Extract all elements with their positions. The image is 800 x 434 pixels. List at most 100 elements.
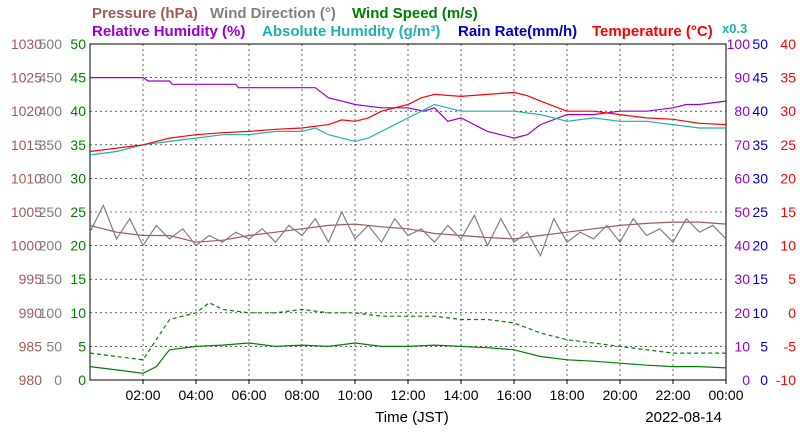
wind-speed-tick-label: 5 — [78, 338, 86, 354]
temperature-tick-label: -10 — [776, 372, 796, 388]
temperature-tick-label: 10 — [780, 238, 796, 254]
x-tick-label: 16:00 — [496, 387, 531, 403]
pressure-tick-label: 1025 — [11, 70, 42, 86]
humidity-tick-label: 0 — [742, 372, 750, 388]
wind-speed-tick-label: 35 — [70, 137, 86, 153]
x-tick-label: 12:00 — [390, 387, 425, 403]
temperature-tick-label: 20 — [780, 170, 796, 186]
pressure-tick-label: 1020 — [11, 103, 42, 119]
series-wind-direction — [89, 203, 727, 258]
pressure-tick-label: 995 — [19, 271, 43, 287]
humidity-tick-label: 60 — [734, 170, 750, 186]
series-humidity — [89, 103, 726, 156]
wind-direction-tick-label: 200 — [39, 238, 63, 254]
wind-direction-tick-label: 500 — [39, 36, 63, 52]
humidity-tick-label: 100 — [727, 36, 751, 52]
rain-rate-tick-label: 30 — [752, 170, 768, 186]
abs-humidity-scale-note: x0.3 — [722, 21, 747, 36]
wind-speed-tick-label: 0 — [78, 372, 86, 388]
humidity-tick-label: 50 — [734, 204, 750, 220]
series-wind-speed — [89, 342, 727, 374]
humidity-tick-label: 70 — [734, 137, 750, 153]
x-tick-label: 20:00 — [602, 387, 637, 403]
humidity-tick-label: 10 — [734, 338, 750, 354]
rain-rate-tick-label: 25 — [752, 204, 768, 220]
x-tick-label: 08:00 — [284, 387, 319, 403]
x-tick-label: 04:00 — [178, 387, 213, 403]
wind-speed-tick-label: 50 — [70, 36, 86, 52]
temperature-tick-label: 5 — [788, 271, 796, 287]
rain-rate-tick-label: 0 — [760, 372, 768, 388]
x-tick-label: 14:00 — [443, 387, 478, 403]
legend-relative-humidity: Relative Humidity (%) — [92, 23, 245, 40]
humidity-tick-label: 20 — [734, 305, 750, 321]
wind-direction-tick-label: 450 — [39, 70, 63, 86]
legend-temperature: Temperature (°C) — [592, 23, 713, 40]
series-temperature — [89, 91, 727, 153]
temperature-tick-label: -5 — [784, 338, 797, 354]
rain-rate-tick-label: 15 — [752, 271, 768, 287]
temperature-tick-label: 35 — [780, 70, 796, 86]
legend-pressure: Pressure (hPa) — [92, 5, 198, 22]
wind-direction-tick-label: 250 — [39, 204, 63, 220]
rain-rate-tick-label: 10 — [752, 305, 768, 321]
wind-speed-tick-label: 10 — [70, 305, 86, 321]
series-humidity — [90, 76, 727, 139]
rain-rate-tick-label: 20 — [752, 238, 768, 254]
humidity-tick-label: 80 — [734, 103, 750, 119]
rain-rate-tick-label: 35 — [752, 137, 768, 153]
temperature-tick-label: 40 — [780, 36, 796, 52]
wind-speed-tick-label: 45 — [70, 70, 86, 86]
axis-labels: 1030102510201015101010051000995990985980… — [11, 36, 796, 388]
pressure-tick-label: 1005 — [11, 204, 42, 220]
humidity-tick-label: 40 — [734, 238, 750, 254]
x-axis: 02:00 04:00 06:00 08:00 10:00 12:00 14:00 16:00… — [125, 380, 744, 403]
x-axis-title: Time (JST) — [375, 409, 449, 426]
wind-direction-tick-label: 0 — [54, 372, 62, 388]
legend-wind-direction: Wind Direction (°) — [210, 5, 336, 22]
series-wind-speed-gust — [89, 301, 726, 361]
legend-rain-rate: Rain Rate(mm/h) — [458, 23, 577, 40]
rain-rate-tick-label: 5 — [760, 338, 768, 354]
grid-lines — [90, 44, 726, 380]
wind-direction-tick-label: 400 — [39, 103, 63, 119]
pressure-tick-label: 990 — [19, 305, 43, 321]
wind-speed-tick-label: 40 — [70, 103, 86, 119]
wind-direction-tick-label: 100 — [39, 305, 63, 321]
rain-rate-tick-label: 50 — [752, 36, 768, 52]
x-tick-label: 18:00 — [549, 387, 584, 403]
pressure-tick-label: 1010 — [11, 170, 42, 186]
pressure-tick-label: 985 — [19, 338, 43, 354]
wind-direction-tick-label: 150 — [39, 271, 63, 287]
x-tick-label: 10:00 — [337, 387, 372, 403]
wind-direction-tick-label: 50 — [46, 338, 62, 354]
humidity-tick-label: 30 — [734, 271, 750, 287]
wind-speed-tick-label: 25 — [70, 204, 86, 220]
pressure-tick-label: 1000 — [11, 238, 42, 254]
rain-rate-tick-label: 45 — [752, 70, 768, 86]
wind-speed-tick-label: 20 — [70, 238, 86, 254]
x-tick-label: 02:00 — [125, 387, 160, 403]
humidity-tick-label: 90 — [734, 70, 750, 86]
x-tick-label: 00:00 — [708, 387, 743, 403]
temperature-tick-label: 0 — [788, 305, 796, 321]
series-pressure — [89, 221, 727, 243]
pressure-tick-label: 1015 — [11, 137, 42, 153]
temperature-tick-label: 30 — [780, 103, 796, 119]
legend-absolute-humidity: Absolute Humidity (g/m³) — [262, 23, 440, 40]
wind-speed-tick-label: 30 — [70, 170, 86, 186]
x-tick-label: 06:00 — [231, 387, 266, 403]
pressure-tick-label: 980 — [19, 372, 43, 388]
temperature-tick-label: 15 — [780, 204, 796, 220]
date-label: 2022-08-14 — [645, 409, 722, 426]
pressure-tick-label: 1030 — [11, 36, 42, 52]
wind-speed-tick-label: 15 — [70, 271, 86, 287]
series-layer — [89, 76, 727, 374]
x-tick-label: 22:00 — [655, 387, 690, 403]
wind-direction-tick-label: 350 — [39, 137, 63, 153]
rain-rate-tick-label: 40 — [752, 103, 768, 119]
legend-wind-speed: Wind Speed (m/s) — [352, 5, 478, 22]
wind-direction-tick-label: 300 — [39, 170, 63, 186]
